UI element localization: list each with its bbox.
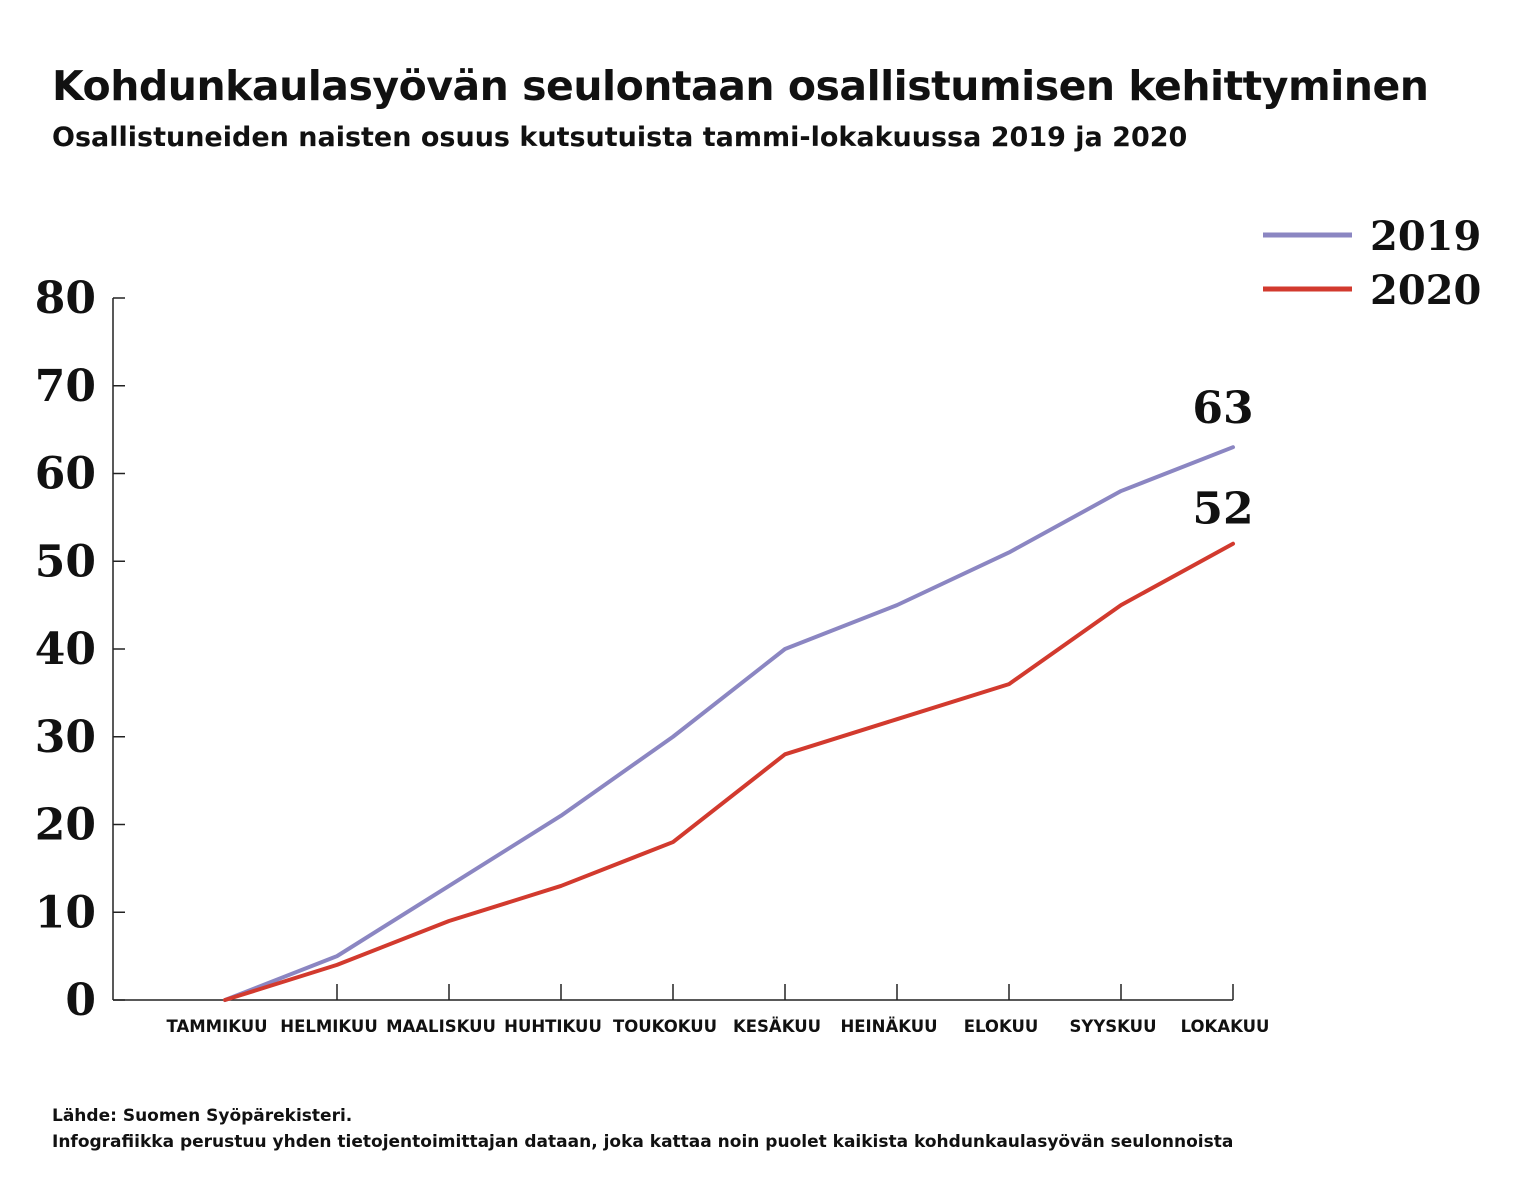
legend-label-2019: 2019 <box>1370 213 1481 260</box>
x-tick-label: TAMMIKUU <box>166 1017 267 1036</box>
chart-title: Kohdunkaulasyövän seulontaan osallistumi… <box>52 62 1429 110</box>
y-tick-labels: 0 10 20 30 40 50 60 70 80 <box>35 273 96 1026</box>
x-tick-label: LOKAKUU <box>1181 1017 1270 1036</box>
end-label-2020: 52 <box>1192 484 1253 535</box>
y-tick-label: 60 <box>35 449 96 500</box>
y-tick-label: 20 <box>35 800 96 851</box>
series-line-2020 <box>223 541 1235 1002</box>
x-tick-label: HUHTIKUU <box>504 1017 602 1036</box>
y-tick-label: 80 <box>35 273 96 324</box>
x-tick-label: HEINÄKUU <box>840 1017 937 1036</box>
y-tick-label: 40 <box>35 624 96 675</box>
x-tick-label: MAALISKUU <box>386 1017 496 1036</box>
data-note: Infografiikka perustuu yhden tietojentoi… <box>52 1132 1234 1152</box>
x-tick-label: ELOKUU <box>964 1017 1039 1036</box>
x-tick-label: SYYSKUU <box>1070 1017 1157 1036</box>
x-tick-label: KESÄKUU <box>733 1017 821 1036</box>
x-tick-label: TOUKOKUU <box>613 1017 717 1036</box>
chart-series <box>223 445 1235 1002</box>
y-tick-label: 70 <box>35 361 96 412</box>
end-labels: 63 52 <box>1192 383 1253 535</box>
chart-legend: 2019 2020 <box>1263 213 1481 314</box>
y-tick-label: 50 <box>35 536 96 587</box>
x-tick-labels: TAMMIKUU HELMIKUU MAALISKUU HUHTIKUU TOUKOKU… <box>166 1017 1269 1036</box>
legend-label-2020: 2020 <box>1370 267 1481 314</box>
source-note: Lähde: Suomen Syöpärekisteri. <box>52 1106 353 1126</box>
y-tick-label: 30 <box>35 712 96 763</box>
x-tick-label: HELMIKUU <box>280 1017 377 1036</box>
series-line-2019 <box>223 445 1235 1002</box>
y-tick-label: 0 <box>65 975 96 1026</box>
end-label-2019: 63 <box>1192 383 1253 434</box>
y-tick-label: 10 <box>35 887 96 938</box>
chart-subtitle: Osallistuneiden naisten osuus kutsutuist… <box>52 122 1188 153</box>
chart-axes <box>112 297 1234 1001</box>
